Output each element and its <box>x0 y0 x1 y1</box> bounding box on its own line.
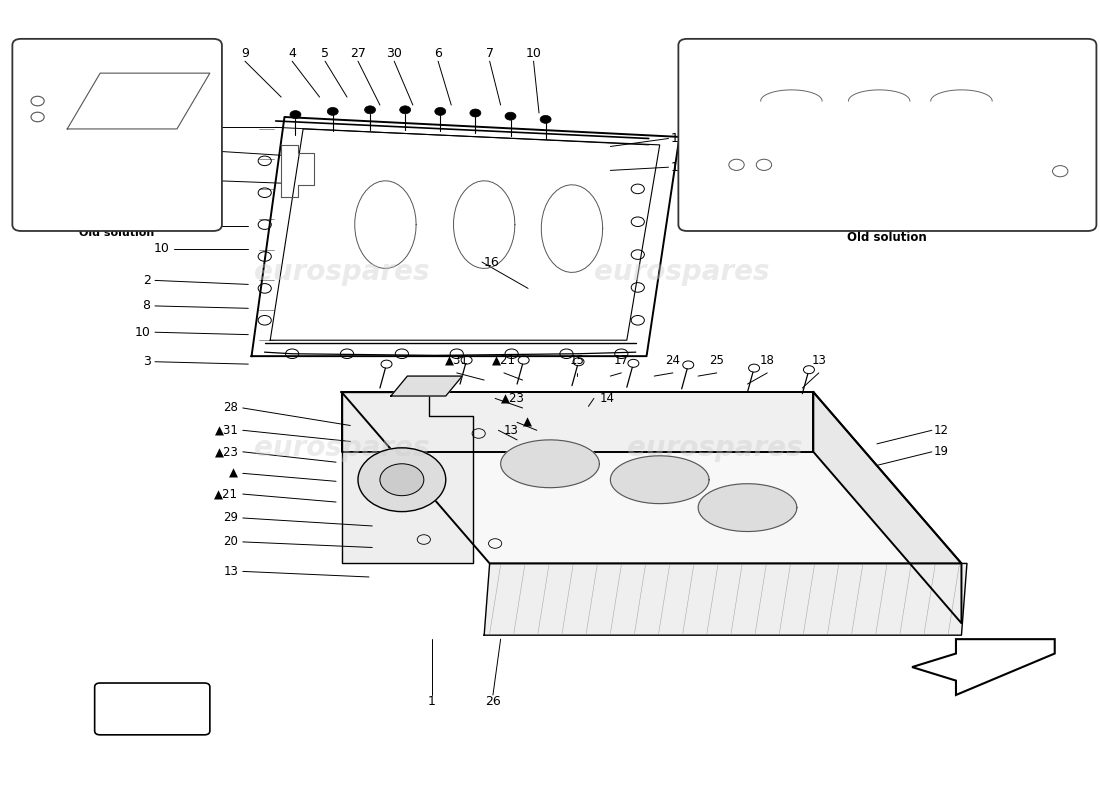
Text: eurospares: eurospares <box>594 258 769 286</box>
Circle shape <box>505 112 516 120</box>
Text: ▲23: ▲23 <box>713 120 735 130</box>
Text: 9: 9 <box>29 66 36 77</box>
Circle shape <box>328 107 338 115</box>
Text: 13: 13 <box>223 565 239 578</box>
Text: ▲22: ▲22 <box>713 100 735 110</box>
Text: 10: 10 <box>671 161 686 174</box>
Circle shape <box>358 448 446 512</box>
Circle shape <box>434 107 446 115</box>
Text: 27: 27 <box>350 46 366 60</box>
Text: Soluzione Superata
Old solution: Soluzione Superata Old solution <box>823 213 952 244</box>
Text: 13: 13 <box>504 424 519 437</box>
Text: 25: 25 <box>710 354 724 366</box>
Circle shape <box>364 106 375 114</box>
Text: 24: 24 <box>666 354 681 366</box>
Circle shape <box>399 106 410 114</box>
Text: 8: 8 <box>143 299 151 313</box>
Text: ▲23: ▲23 <box>214 446 239 458</box>
Text: 7: 7 <box>486 46 494 60</box>
FancyBboxPatch shape <box>95 683 210 735</box>
Text: eurospares: eurospares <box>254 258 429 286</box>
Text: 28: 28 <box>223 402 239 414</box>
Text: 16: 16 <box>484 255 499 269</box>
Text: 2: 2 <box>143 274 151 287</box>
Text: ▲23: ▲23 <box>500 392 525 405</box>
Text: Soluzione Superata
Old solution: Soluzione Superata Old solution <box>56 214 177 238</box>
Text: 26: 26 <box>485 695 501 708</box>
Polygon shape <box>698 484 796 531</box>
Polygon shape <box>912 639 1055 695</box>
Text: 12: 12 <box>934 424 949 437</box>
Circle shape <box>379 464 424 496</box>
Text: 9: 9 <box>241 46 249 60</box>
FancyBboxPatch shape <box>12 39 222 231</box>
Polygon shape <box>484 563 967 635</box>
Text: eurospares: eurospares <box>627 434 802 462</box>
Text: 6: 6 <box>434 46 442 60</box>
Polygon shape <box>341 392 961 563</box>
Polygon shape <box>500 440 600 488</box>
Text: 14: 14 <box>600 392 615 405</box>
Polygon shape <box>704 57 1071 129</box>
Text: ▲22: ▲22 <box>950 79 974 90</box>
Circle shape <box>540 115 551 123</box>
Text: ▲: ▲ <box>522 416 531 429</box>
Text: 10: 10 <box>197 174 213 187</box>
Text: 15: 15 <box>570 354 585 366</box>
Text: 29: 29 <box>223 511 239 525</box>
Polygon shape <box>610 456 710 504</box>
Polygon shape <box>390 376 462 396</box>
Text: ▲: ▲ <box>230 467 239 480</box>
Text: 10: 10 <box>134 326 151 338</box>
Text: 7: 7 <box>162 220 169 233</box>
Text: 18: 18 <box>760 354 774 366</box>
Polygon shape <box>813 392 961 623</box>
Text: 10: 10 <box>526 46 541 60</box>
Text: ▲21: ▲21 <box>214 487 239 501</box>
Text: ▲23: ▲23 <box>950 100 974 110</box>
Text: 3: 3 <box>143 355 151 368</box>
Text: ▲31: ▲31 <box>444 354 469 366</box>
Circle shape <box>290 110 301 118</box>
Text: 11: 11 <box>671 132 686 145</box>
Text: 4: 4 <box>288 46 296 60</box>
Text: 1: 1 <box>428 695 436 708</box>
Text: 19: 19 <box>934 446 949 458</box>
Text: 9: 9 <box>206 145 213 158</box>
Text: ▲ = 1: ▲ = 1 <box>133 702 172 715</box>
FancyBboxPatch shape <box>679 39 1097 231</box>
Text: 17: 17 <box>614 354 629 366</box>
Text: 10: 10 <box>197 120 213 133</box>
Polygon shape <box>341 392 813 452</box>
Text: ▲31: ▲31 <box>214 424 239 437</box>
Text: 20: 20 <box>223 535 239 549</box>
Polygon shape <box>341 392 473 563</box>
Text: 13: 13 <box>812 354 826 366</box>
Circle shape <box>470 109 481 117</box>
Text: 10: 10 <box>153 242 169 255</box>
Text: eurospares: eurospares <box>254 434 429 462</box>
Text: 30: 30 <box>386 46 403 60</box>
Text: ▲21: ▲21 <box>492 354 516 366</box>
Text: 5: 5 <box>321 46 329 60</box>
